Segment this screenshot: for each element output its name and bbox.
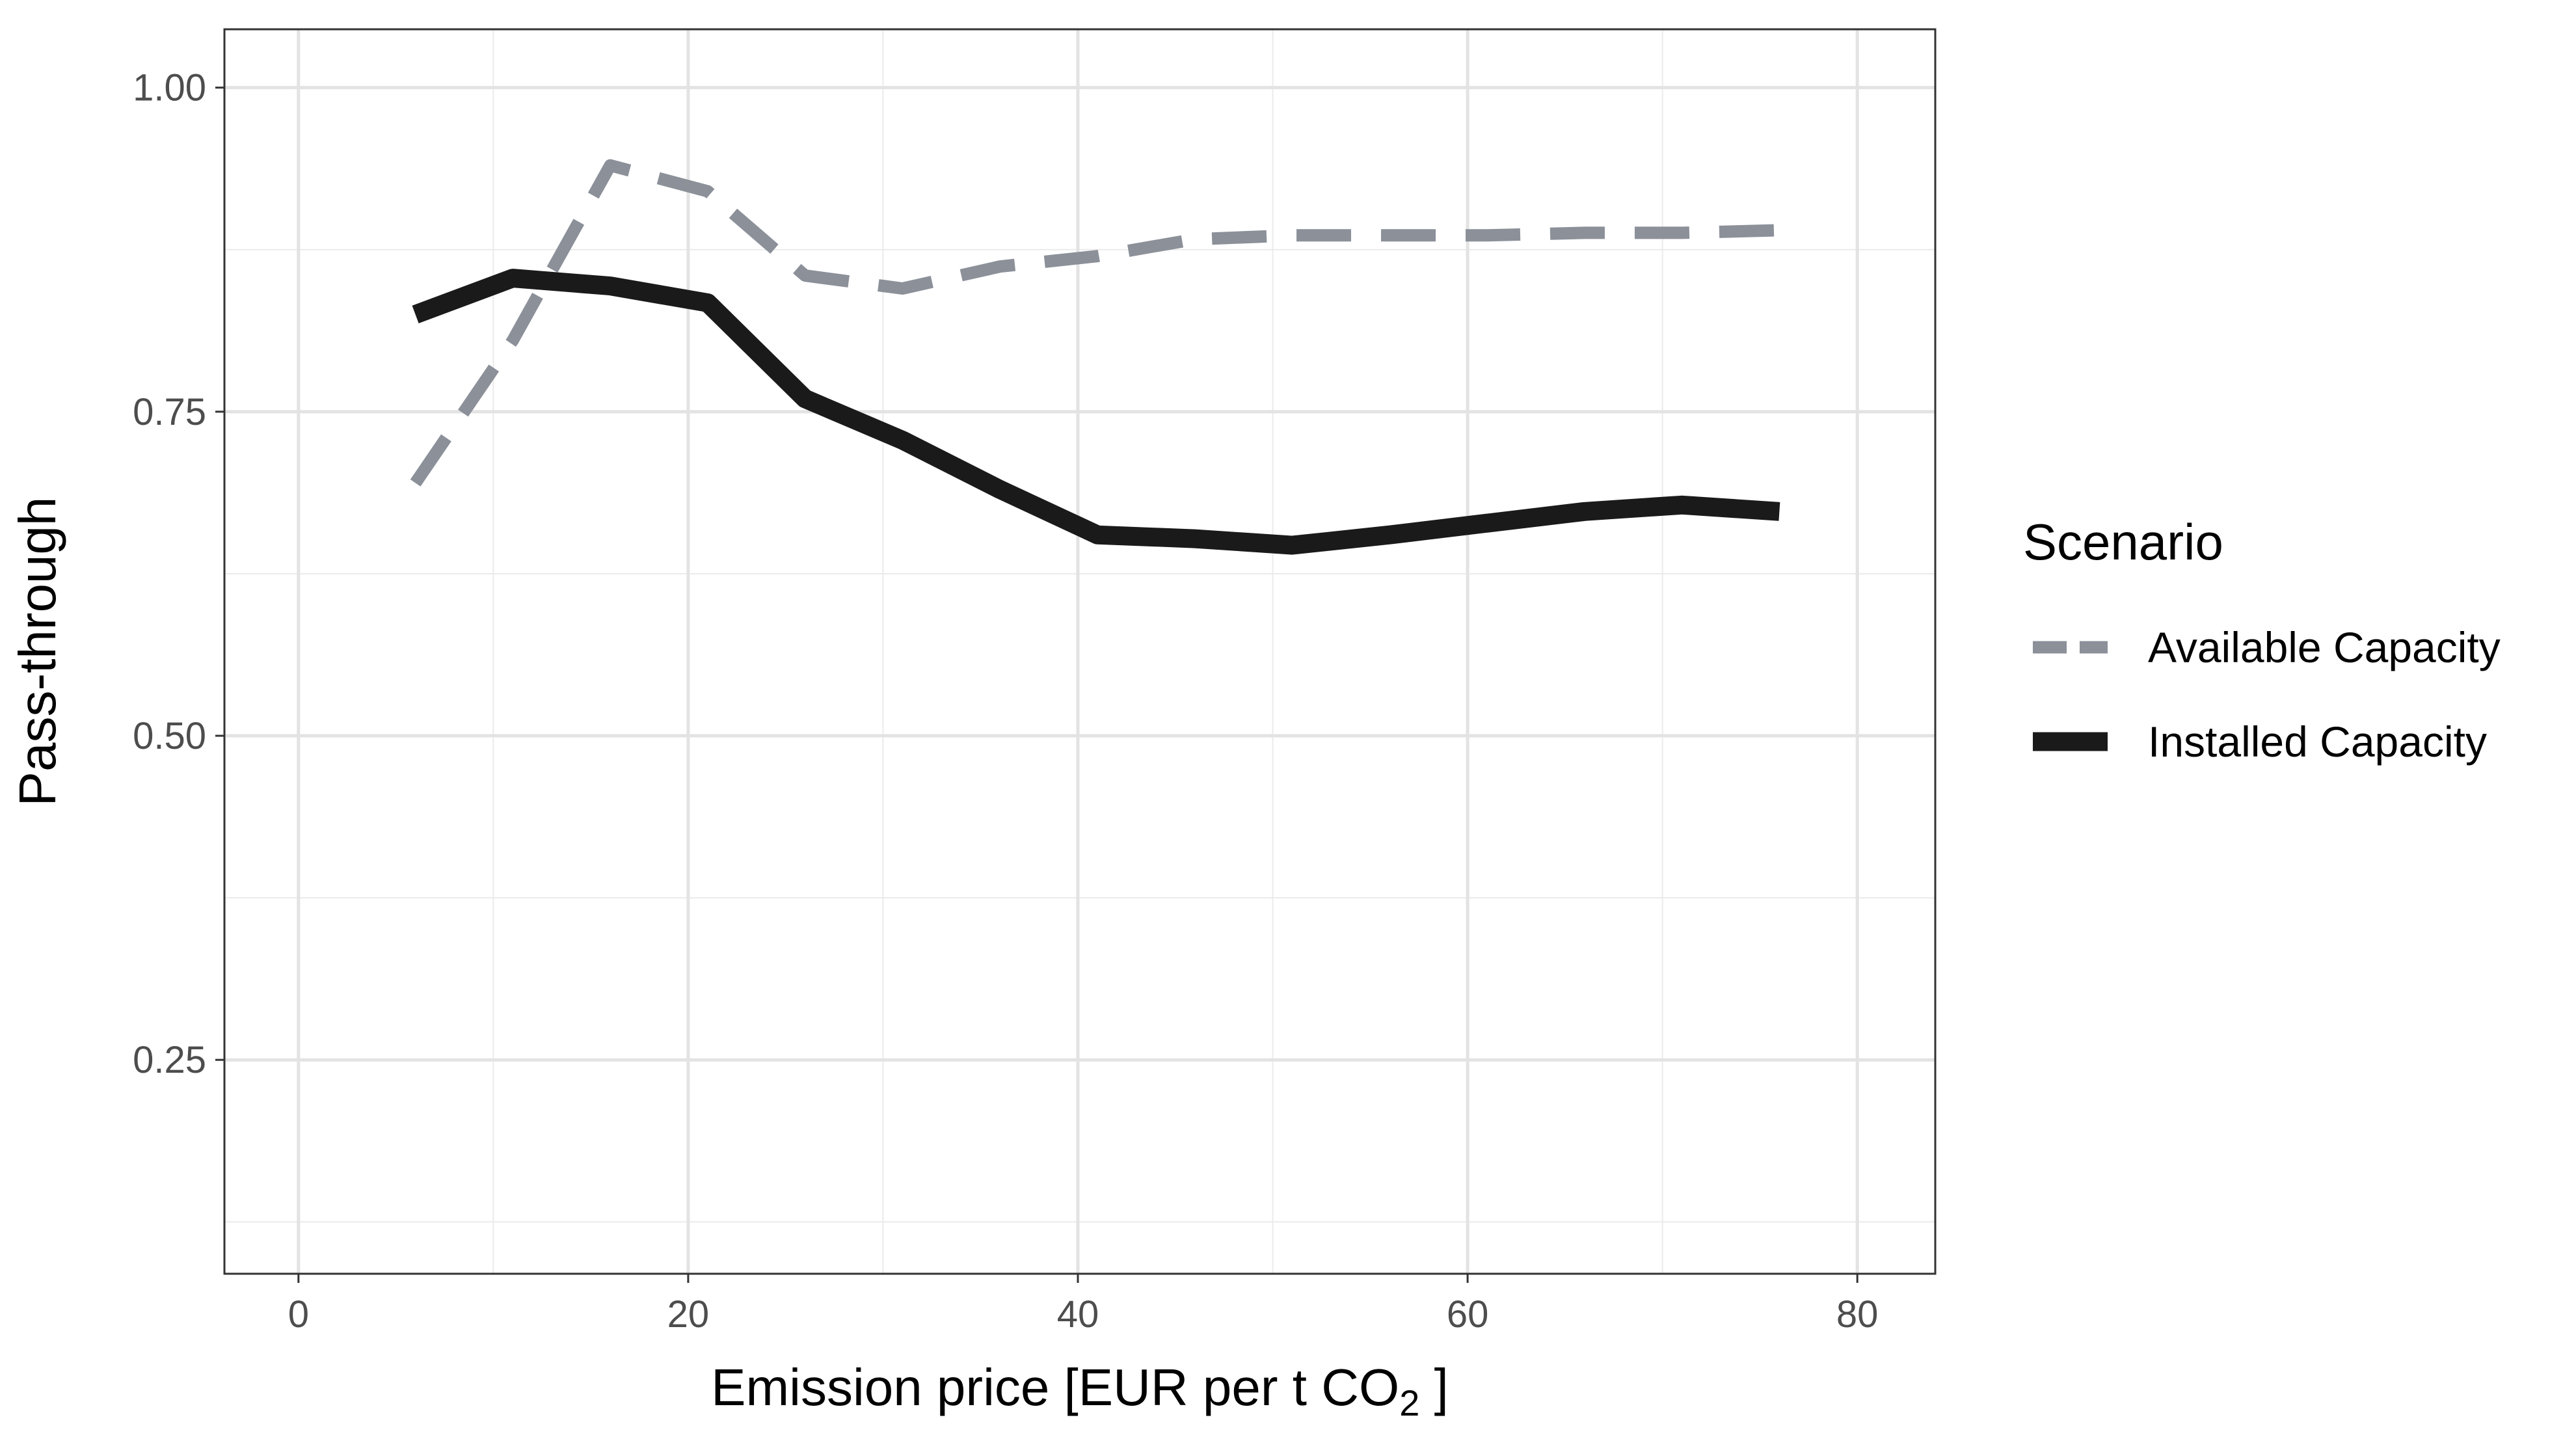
x-axis-title: Emission price [EUR per t CO2 ] <box>711 1358 1449 1423</box>
x-tick-label: 40 <box>1057 1293 1099 1336</box>
x-tick-label: 60 <box>1447 1293 1489 1336</box>
grid <box>224 29 1935 1274</box>
y-axis-title: Pass-through <box>8 497 66 807</box>
y-tick-label: 0.25 <box>133 1039 206 1081</box>
series-line-available-capacity <box>410 159 1780 487</box>
x-axis-title-subscript: 2 <box>1399 1382 1419 1423</box>
legend-label: Installed Capacity <box>2148 718 2487 766</box>
plot-panel-border <box>223 28 1937 1275</box>
legend: Scenario Available Capacity Installed Cap… <box>2023 513 2501 766</box>
series-lines <box>410 159 1780 555</box>
axes: 0 20 40 60 80 0.25 0.50 0.75 1.00 <box>133 67 1878 1336</box>
x-tick-label: 80 <box>1836 1293 1879 1336</box>
legend-title: Scenario <box>2023 513 2223 571</box>
x-tick-label: 20 <box>667 1293 710 1336</box>
x-tick-label: 0 <box>288 1293 309 1336</box>
x-axis-title-main: Emission price [EUR per t CO <box>711 1358 1399 1416</box>
legend-label: Available Capacity <box>2148 623 2501 671</box>
y-tick-label: 1.00 <box>133 67 206 109</box>
legend-items: Available Capacity Installed Capacity <box>2033 623 2501 766</box>
x-axis-title-end: ] <box>1419 1358 1448 1416</box>
y-tick-label: 0.75 <box>133 391 206 433</box>
series-line-installed-capacity <box>412 269 1780 555</box>
y-tick-label: 0.50 <box>133 715 206 757</box>
